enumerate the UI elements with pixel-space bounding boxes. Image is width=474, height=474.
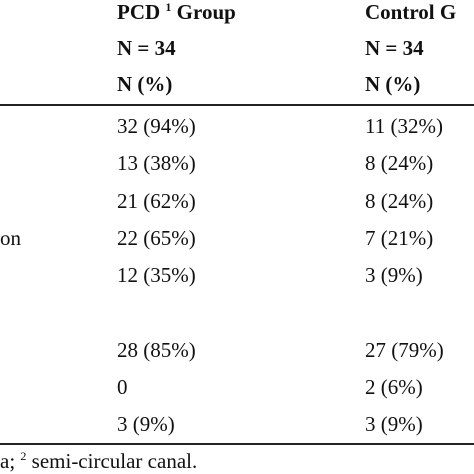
row-1-control: 11 (32%)	[365, 114, 443, 138]
control-group-header: Control G	[365, 0, 457, 24]
row-7-pcd: 0	[117, 375, 128, 399]
row-4-pcd: 22 (65%)	[117, 226, 196, 250]
pcd-footnote-marker: 1	[165, 0, 172, 14]
footnote-text: semi-circular canal.	[31, 449, 198, 473]
table-footnote: a; 2 semi-circular canal.	[0, 449, 198, 473]
row-2-control: 8 (24%)	[365, 151, 434, 175]
row-3-control: 8 (24%)	[365, 189, 434, 213]
row-8-pcd: 3 (9%)	[117, 412, 175, 436]
row-4-control: 7 (21%)	[365, 226, 434, 250]
footnote-lead: a;	[0, 449, 16, 473]
control-percent-header: N (%)	[365, 72, 421, 96]
row-2-pcd: 13 (38%)	[117, 151, 196, 175]
row-3-pcd: 21 (62%)	[117, 189, 196, 213]
row-6-control: 27 (79%)	[365, 338, 444, 362]
pcd-n-header: N = 34	[117, 36, 176, 60]
pcd-group-word: Group	[176, 0, 236, 24]
row-4-label-fragment: on	[0, 226, 21, 250]
header-divider	[0, 104, 474, 106]
pcd-group-header: PCD 1 Group	[117, 0, 236, 24]
row-5-pcd: 12 (35%)	[117, 263, 196, 287]
row-6-pcd: 28 (85%)	[117, 338, 196, 362]
table-bottom-divider	[0, 443, 474, 445]
row-8-control: 3 (9%)	[365, 412, 423, 436]
footnote-marker: 2	[20, 449, 27, 463]
pcd-group-label: PCD	[117, 0, 161, 24]
control-n-header: N = 34	[365, 36, 424, 60]
pcd-percent-header: N (%)	[117, 72, 173, 96]
row-7-control: 2 (6%)	[365, 375, 423, 399]
row-5-control: 3 (9%)	[365, 263, 423, 287]
row-1-pcd: 32 (94%)	[117, 114, 196, 138]
